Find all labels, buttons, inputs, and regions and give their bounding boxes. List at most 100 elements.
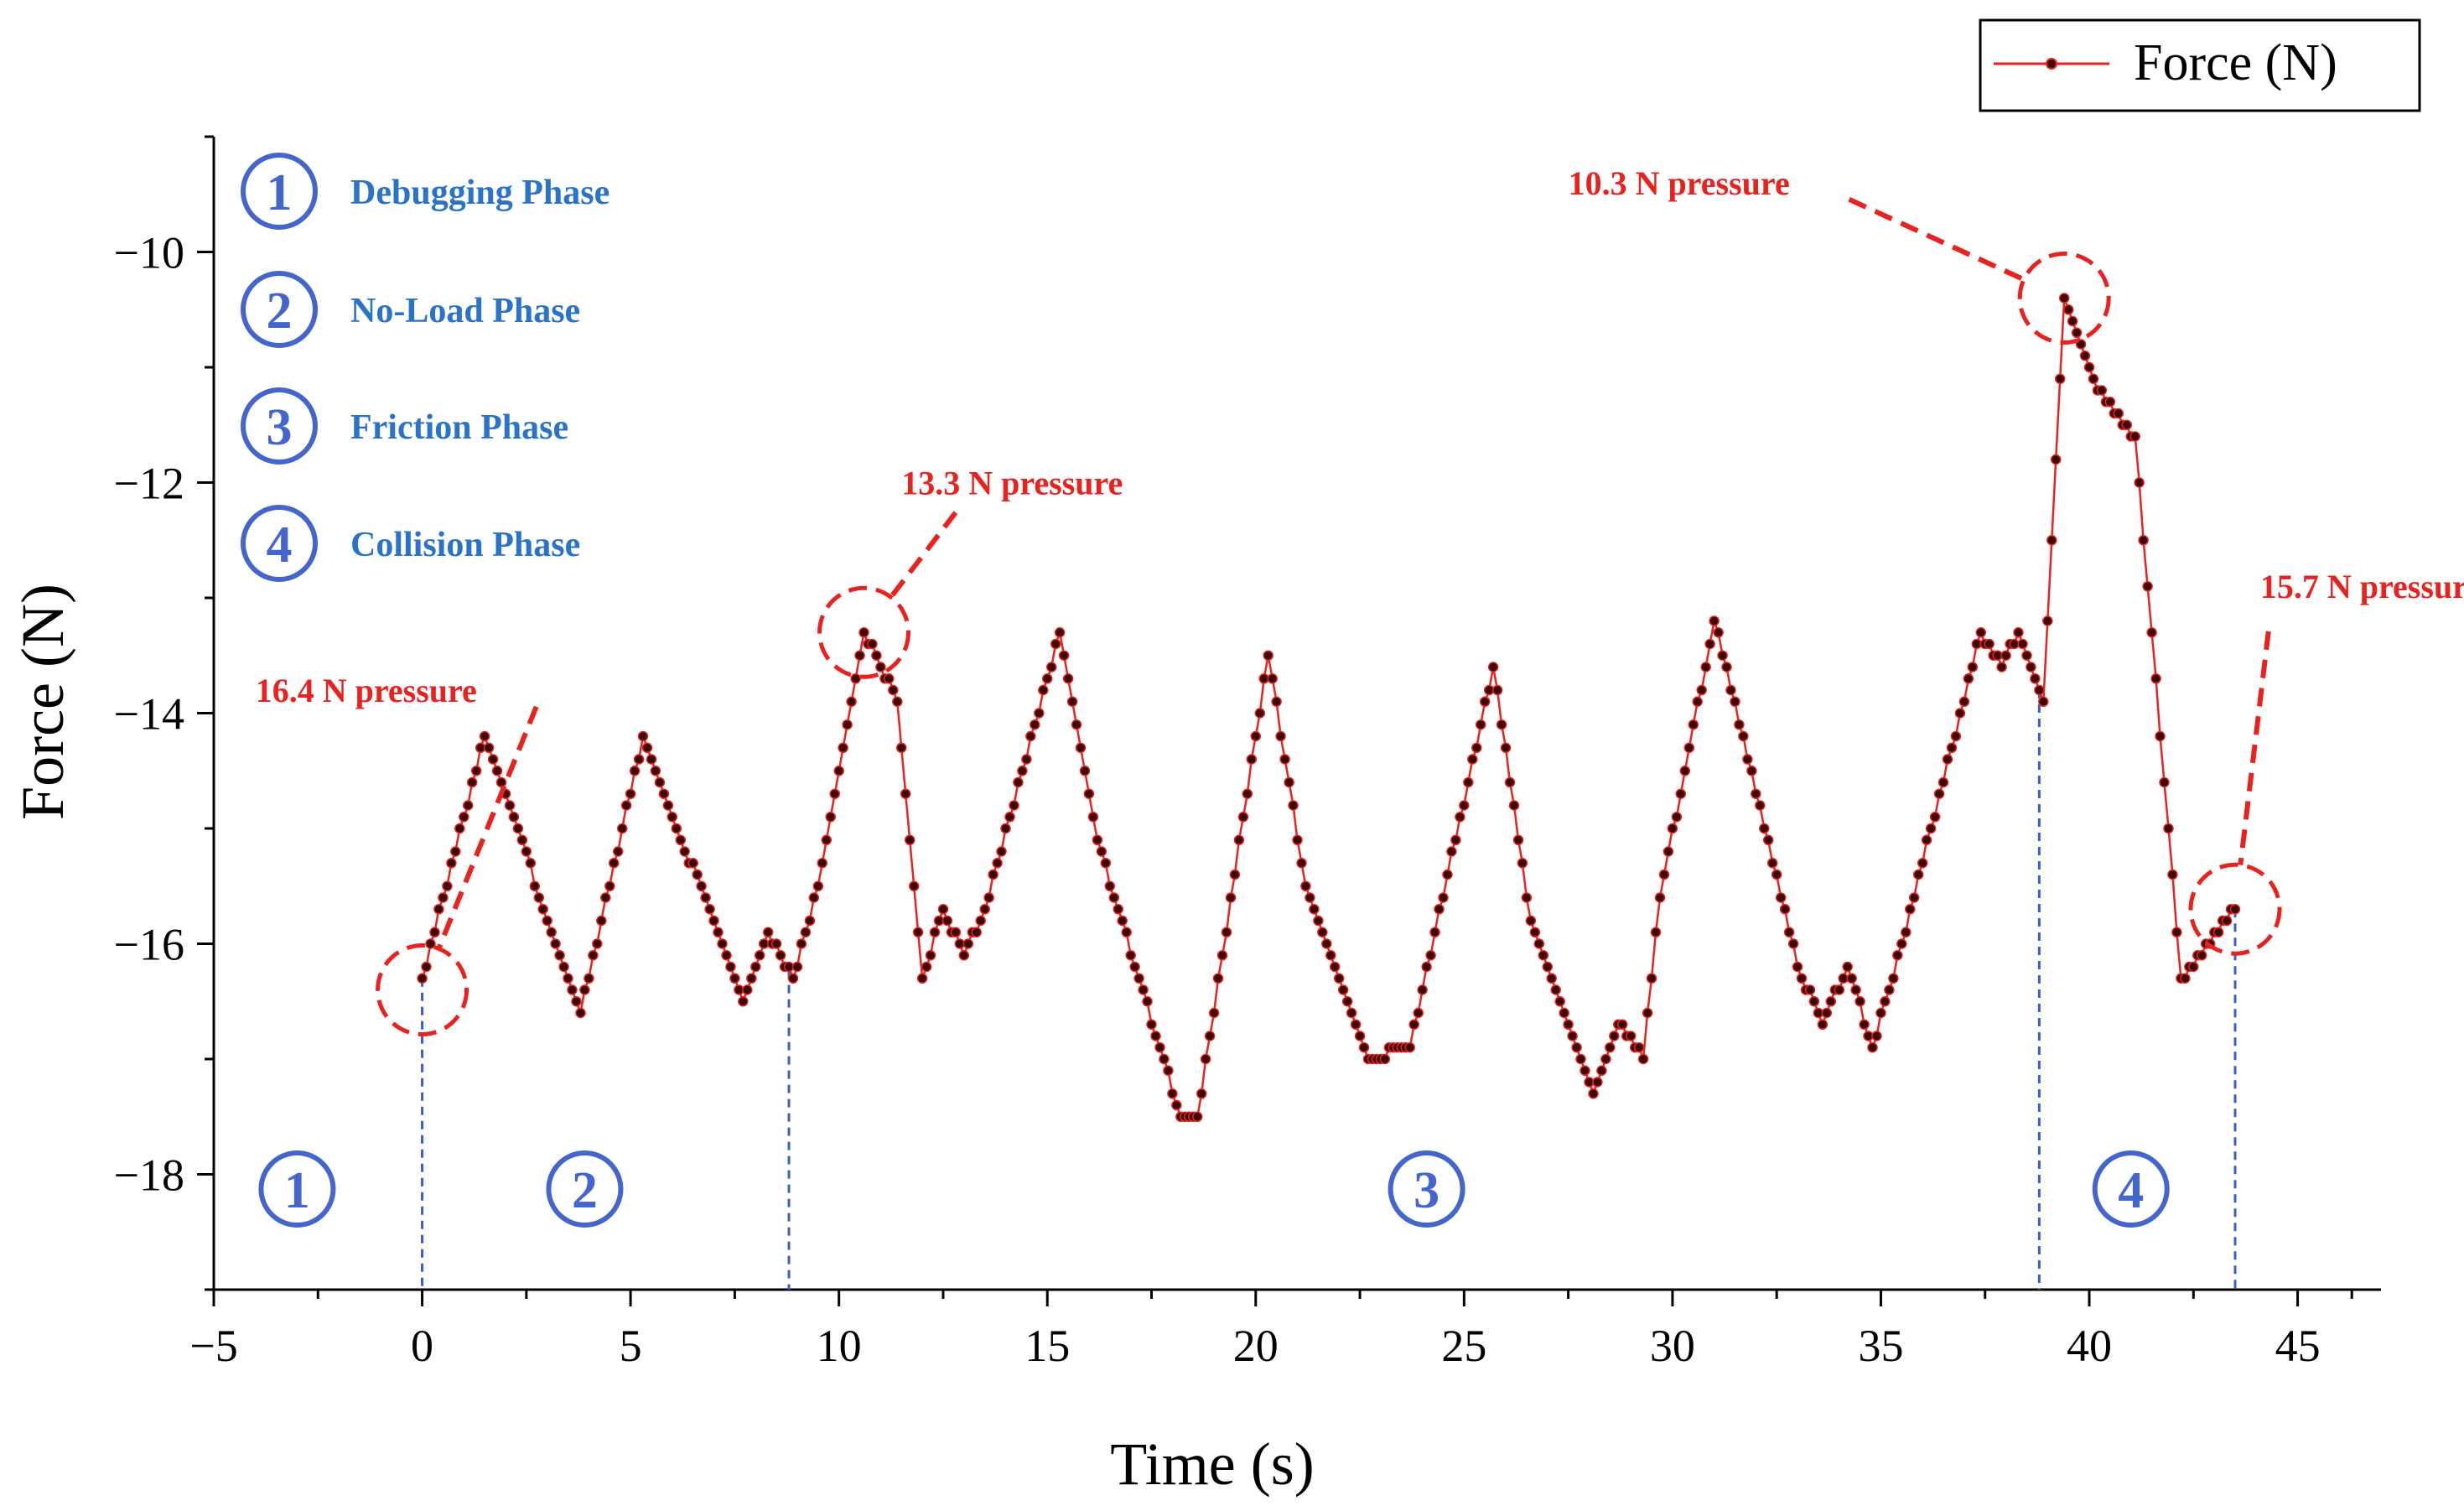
data-point [1567,1031,1578,1041]
data-point [1404,1041,1415,1053]
data-point [1700,662,1711,672]
data-point [842,719,853,730]
phase-legend-number: 1 [267,164,293,221]
data-point [462,800,474,811]
data-point [1996,662,2007,672]
data-point [1075,742,1087,754]
data-point [742,984,753,995]
data-point [2180,973,2191,984]
data-point [791,961,803,973]
data-point [833,766,844,776]
phase-legend-label: No-Load Phase [350,292,580,330]
data-point [1225,892,1237,903]
data-point [1808,996,1820,1007]
data-point [2046,535,2057,546]
data-point [429,927,440,938]
data-point [1759,823,1770,834]
data-point [2034,684,2045,696]
data-point [1045,662,1057,672]
data-point [1341,996,1353,1007]
phase-legend-badge [241,153,318,230]
data-point [1267,673,1278,684]
data-point [2113,408,2124,419]
data-point [620,800,632,811]
data-point [612,846,624,857]
data-point [875,662,886,672]
data-point [1633,1041,1645,1053]
data-point [1854,996,1865,1007]
data-point [442,880,453,892]
data-point [1867,1041,1878,1053]
data-point [491,766,503,776]
phase-region-badge [1388,1150,1465,1228]
data-point [512,823,524,834]
data-point [1242,788,1253,799]
data-point [1146,1019,1157,1031]
data-point [608,858,620,869]
data-point [717,938,728,949]
data-point [1984,638,1995,650]
data-point [1751,788,1761,799]
data-point [729,973,740,984]
data-point [2155,730,2166,742]
x-tick-label: −5 [189,1321,237,1371]
data-point [825,812,836,823]
phase-legend-number: 4 [267,517,293,574]
data-point [929,927,941,938]
data-point [1671,812,1683,823]
data-point [1600,1053,1611,1065]
data-point [2188,961,2199,973]
annotation-leader [889,511,958,599]
data-point [892,696,903,708]
data-point [2121,419,2133,431]
data-point [859,627,869,638]
force-series [417,293,2241,1123]
data-point [708,915,719,927]
data-point [2017,638,2028,650]
data-point [762,927,774,938]
data-point [1159,1053,1170,1065]
data-point [1642,1007,1653,1019]
x-tick-label: 35 [1858,1321,1903,1371]
data-point [450,846,461,857]
data-point [2079,350,2091,361]
data-point [1880,996,1891,1007]
phase-region-number: 1 [284,1162,310,1219]
data-point [1271,696,1282,708]
data-point [867,638,878,650]
data-point [1771,869,1782,880]
data-point [912,927,924,938]
phase-legend-label: Friction Phase [350,408,568,447]
data-point [1096,846,1108,857]
data-point [1946,742,1958,754]
data-point [667,812,678,823]
data-point [592,938,603,949]
data-point [1337,984,1349,995]
data-point [1709,615,1720,626]
data-point [1884,984,1895,995]
phase-region-number: 4 [2118,1162,2144,1219]
data-point [2050,454,2062,465]
data-point [1438,892,1449,903]
data-point [2159,776,2170,788]
data-point [1496,719,1507,730]
data-point [687,858,698,869]
data-point [537,904,548,915]
data-point [1313,915,1324,927]
axes-layer: −5 0 5 10 15 20 25 30 35 40 45 −10 −12 −14 −16 −18 [114,135,2381,1371]
x-tick-label: 40 [2067,1321,2112,1371]
legend-marker-swatch [2046,58,2057,70]
data-point [1066,696,1078,708]
data-point [1550,984,1561,995]
data-point [796,938,807,949]
data-point [1950,730,1962,742]
data-point [650,766,661,776]
phase-legend-label: Debugging Phase [350,174,610,212]
data-point [1588,1088,1599,1099]
data-point [1221,927,1232,938]
data-point [1455,812,1465,823]
data-point [1237,812,1249,823]
data-point [575,1007,586,1019]
data-point [588,950,599,961]
